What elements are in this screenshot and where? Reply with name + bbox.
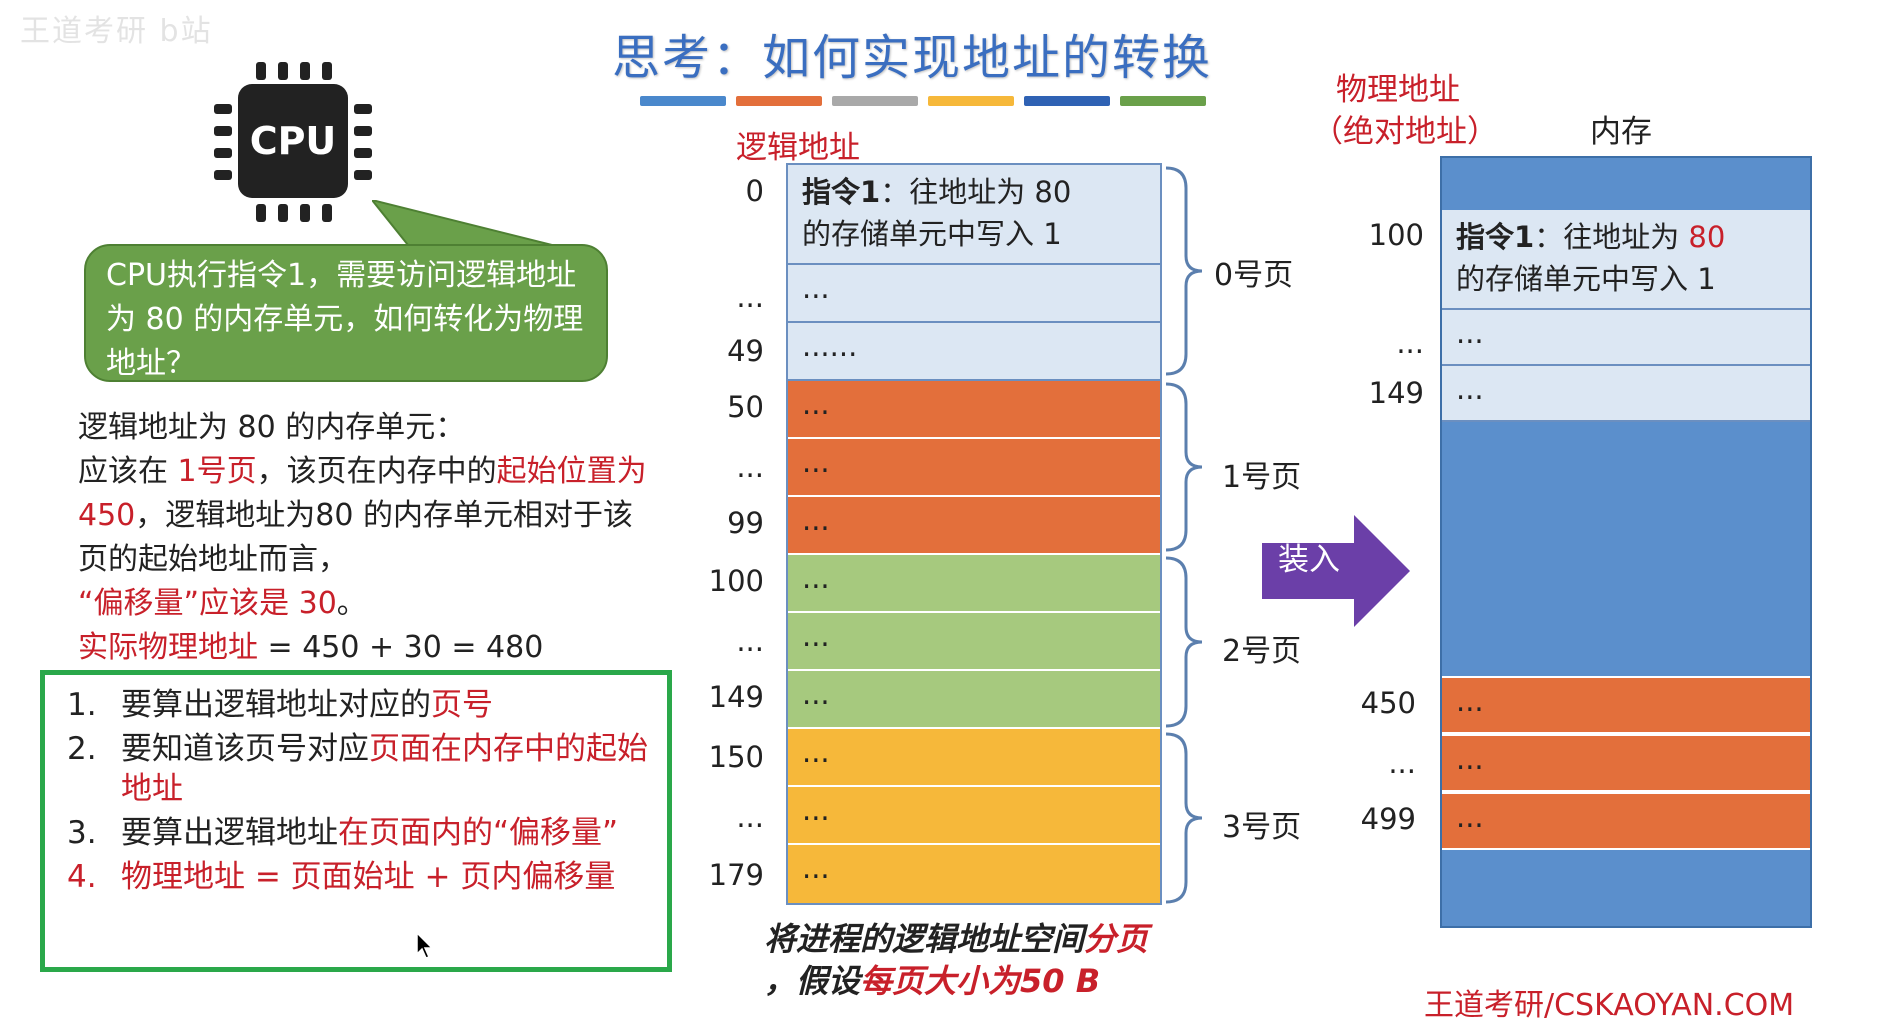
- steps-box: 1. 要算出逻辑地址对应的页号 2. 要知道该页号对应页面在内存中的起始地址 3. 要…: [40, 670, 672, 972]
- logical-address-title: 逻辑地址: [736, 130, 860, 166]
- row-label: ...: [736, 450, 764, 484]
- step-item: 1. 要算出逻辑地址对应的页号: [67, 687, 493, 723]
- row-label: ...: [1388, 746, 1416, 780]
- page-brace: [1165, 166, 1203, 376]
- color-swatch: [736, 96, 822, 106]
- row-label: 499: [1360, 802, 1416, 836]
- row-label: 150: [708, 740, 764, 774]
- memory-cell: ...: [788, 381, 1160, 439]
- memory-cell: ...: [1442, 676, 1810, 734]
- page-label: 2号页: [1222, 634, 1302, 669]
- color-swatch: [1024, 96, 1110, 106]
- row-label: 450: [1360, 686, 1416, 720]
- memory-cell: ...: [788, 555, 1160, 613]
- mouse-cursor-icon: [416, 932, 434, 959]
- physical-address-title: 物理地址: [1336, 72, 1460, 108]
- load-arrow-label: 装入: [1278, 542, 1340, 578]
- row-label: 50: [727, 390, 764, 424]
- memory-cell: ...: [788, 439, 1160, 497]
- row-label: ...: [736, 800, 764, 834]
- color-swatch: [1120, 96, 1206, 106]
- speech-bubble: CPU执行指令1，需要访问逻辑地址为 80 的内存单元，如何转化为物理地址？: [84, 244, 608, 382]
- row-label: 149: [708, 680, 764, 714]
- memory-title: 内存: [1590, 114, 1652, 150]
- memory-cell: ...: [1442, 792, 1810, 850]
- row-label: ...: [1396, 326, 1424, 360]
- page-title: 思考：如何实现地址的转换: [612, 30, 1213, 86]
- memory-cell: ...: [788, 497, 1160, 555]
- page-label: 0号页: [1214, 258, 1294, 293]
- row-label: 100: [1368, 218, 1424, 252]
- step-item: 2. 要知道该页号对应页面在内存中的起始地址: [67, 731, 648, 807]
- page-brace: [1165, 382, 1203, 552]
- memory-cell: ...: [788, 671, 1160, 729]
- row-label: ...: [736, 624, 764, 658]
- logical-memory: 指令1：往地址为 80 的存储单元中写入 1 ... ...... ... ..…: [786, 163, 1162, 905]
- color-swatch: [640, 96, 726, 106]
- watermark: 王道考研 b站: [20, 14, 213, 49]
- row-label: 179: [708, 858, 764, 892]
- memory-cell: ...: [788, 265, 1160, 323]
- memory-cell: ...: [1442, 734, 1810, 792]
- memory-cell: ...: [788, 787, 1160, 845]
- footer-brand: 王道考研/CSKAOYAN.COM: [1424, 988, 1795, 1023]
- explanation-line: 实际物理地址 = 450 + 30 = 480: [78, 630, 544, 665]
- explanation-line: “偏移量”应该是 30。: [78, 586, 367, 621]
- row-label: 0: [745, 174, 764, 208]
- step-item: 4. 物理地址 = 页面始址 + 页内偏移量: [67, 859, 616, 895]
- row-label: 149: [1368, 376, 1424, 410]
- physical-memory: 指令1：往地址为 80 的存储单元中写入 1 ... ... ... ... .…: [1440, 156, 1812, 928]
- color-swatch: [928, 96, 1014, 106]
- memory-cell: ...: [788, 729, 1160, 787]
- cpu-icon: CPU: [212, 58, 372, 228]
- row-label: 49: [727, 334, 764, 368]
- physical-address-subtitle: （绝对地址）: [1312, 114, 1498, 150]
- page-brace: [1165, 732, 1203, 904]
- memory-cell: ...: [1442, 310, 1810, 366]
- page-label: 3号页: [1222, 810, 1302, 845]
- memory-cell: ...: [1442, 366, 1810, 422]
- memory-cell: 指令1：往地址为 80 的存储单元中写入 1: [788, 165, 1160, 265]
- step-item: 3. 要算出逻辑地址在页面内的“偏移量”: [67, 815, 619, 851]
- color-swatch: [832, 96, 918, 106]
- cpu-label: CPU: [238, 84, 348, 198]
- row-label: ...: [736, 280, 764, 314]
- page-brace: [1165, 556, 1203, 728]
- explanation-line: 逻辑地址为 80 的内存单元：: [78, 410, 466, 445]
- memory-cell: ...: [788, 845, 1160, 903]
- page-label: 1号页: [1222, 460, 1302, 495]
- explanation-line: 应该在 1号页，该页在内存中的起始位置为 450，逻辑地址为80 的内存单元相对…: [78, 454, 647, 577]
- memory-cell: ......: [788, 323, 1160, 381]
- caption: 将进程的逻辑地址空间分页 ，假设每页大小为50 B: [764, 920, 1149, 1000]
- explanation-text: 逻辑地址为 80 的内存单元： 应该在 1号页，该页在内存中的起始位置为 450…: [78, 406, 658, 670]
- load-arrow-icon: [1262, 515, 1410, 627]
- memory-cell: 指令1：往地址为 80 的存储单元中写入 1: [1442, 210, 1810, 310]
- row-label: 99: [727, 506, 764, 540]
- row-label: 100: [708, 564, 764, 598]
- memory-cell: ...: [788, 613, 1160, 671]
